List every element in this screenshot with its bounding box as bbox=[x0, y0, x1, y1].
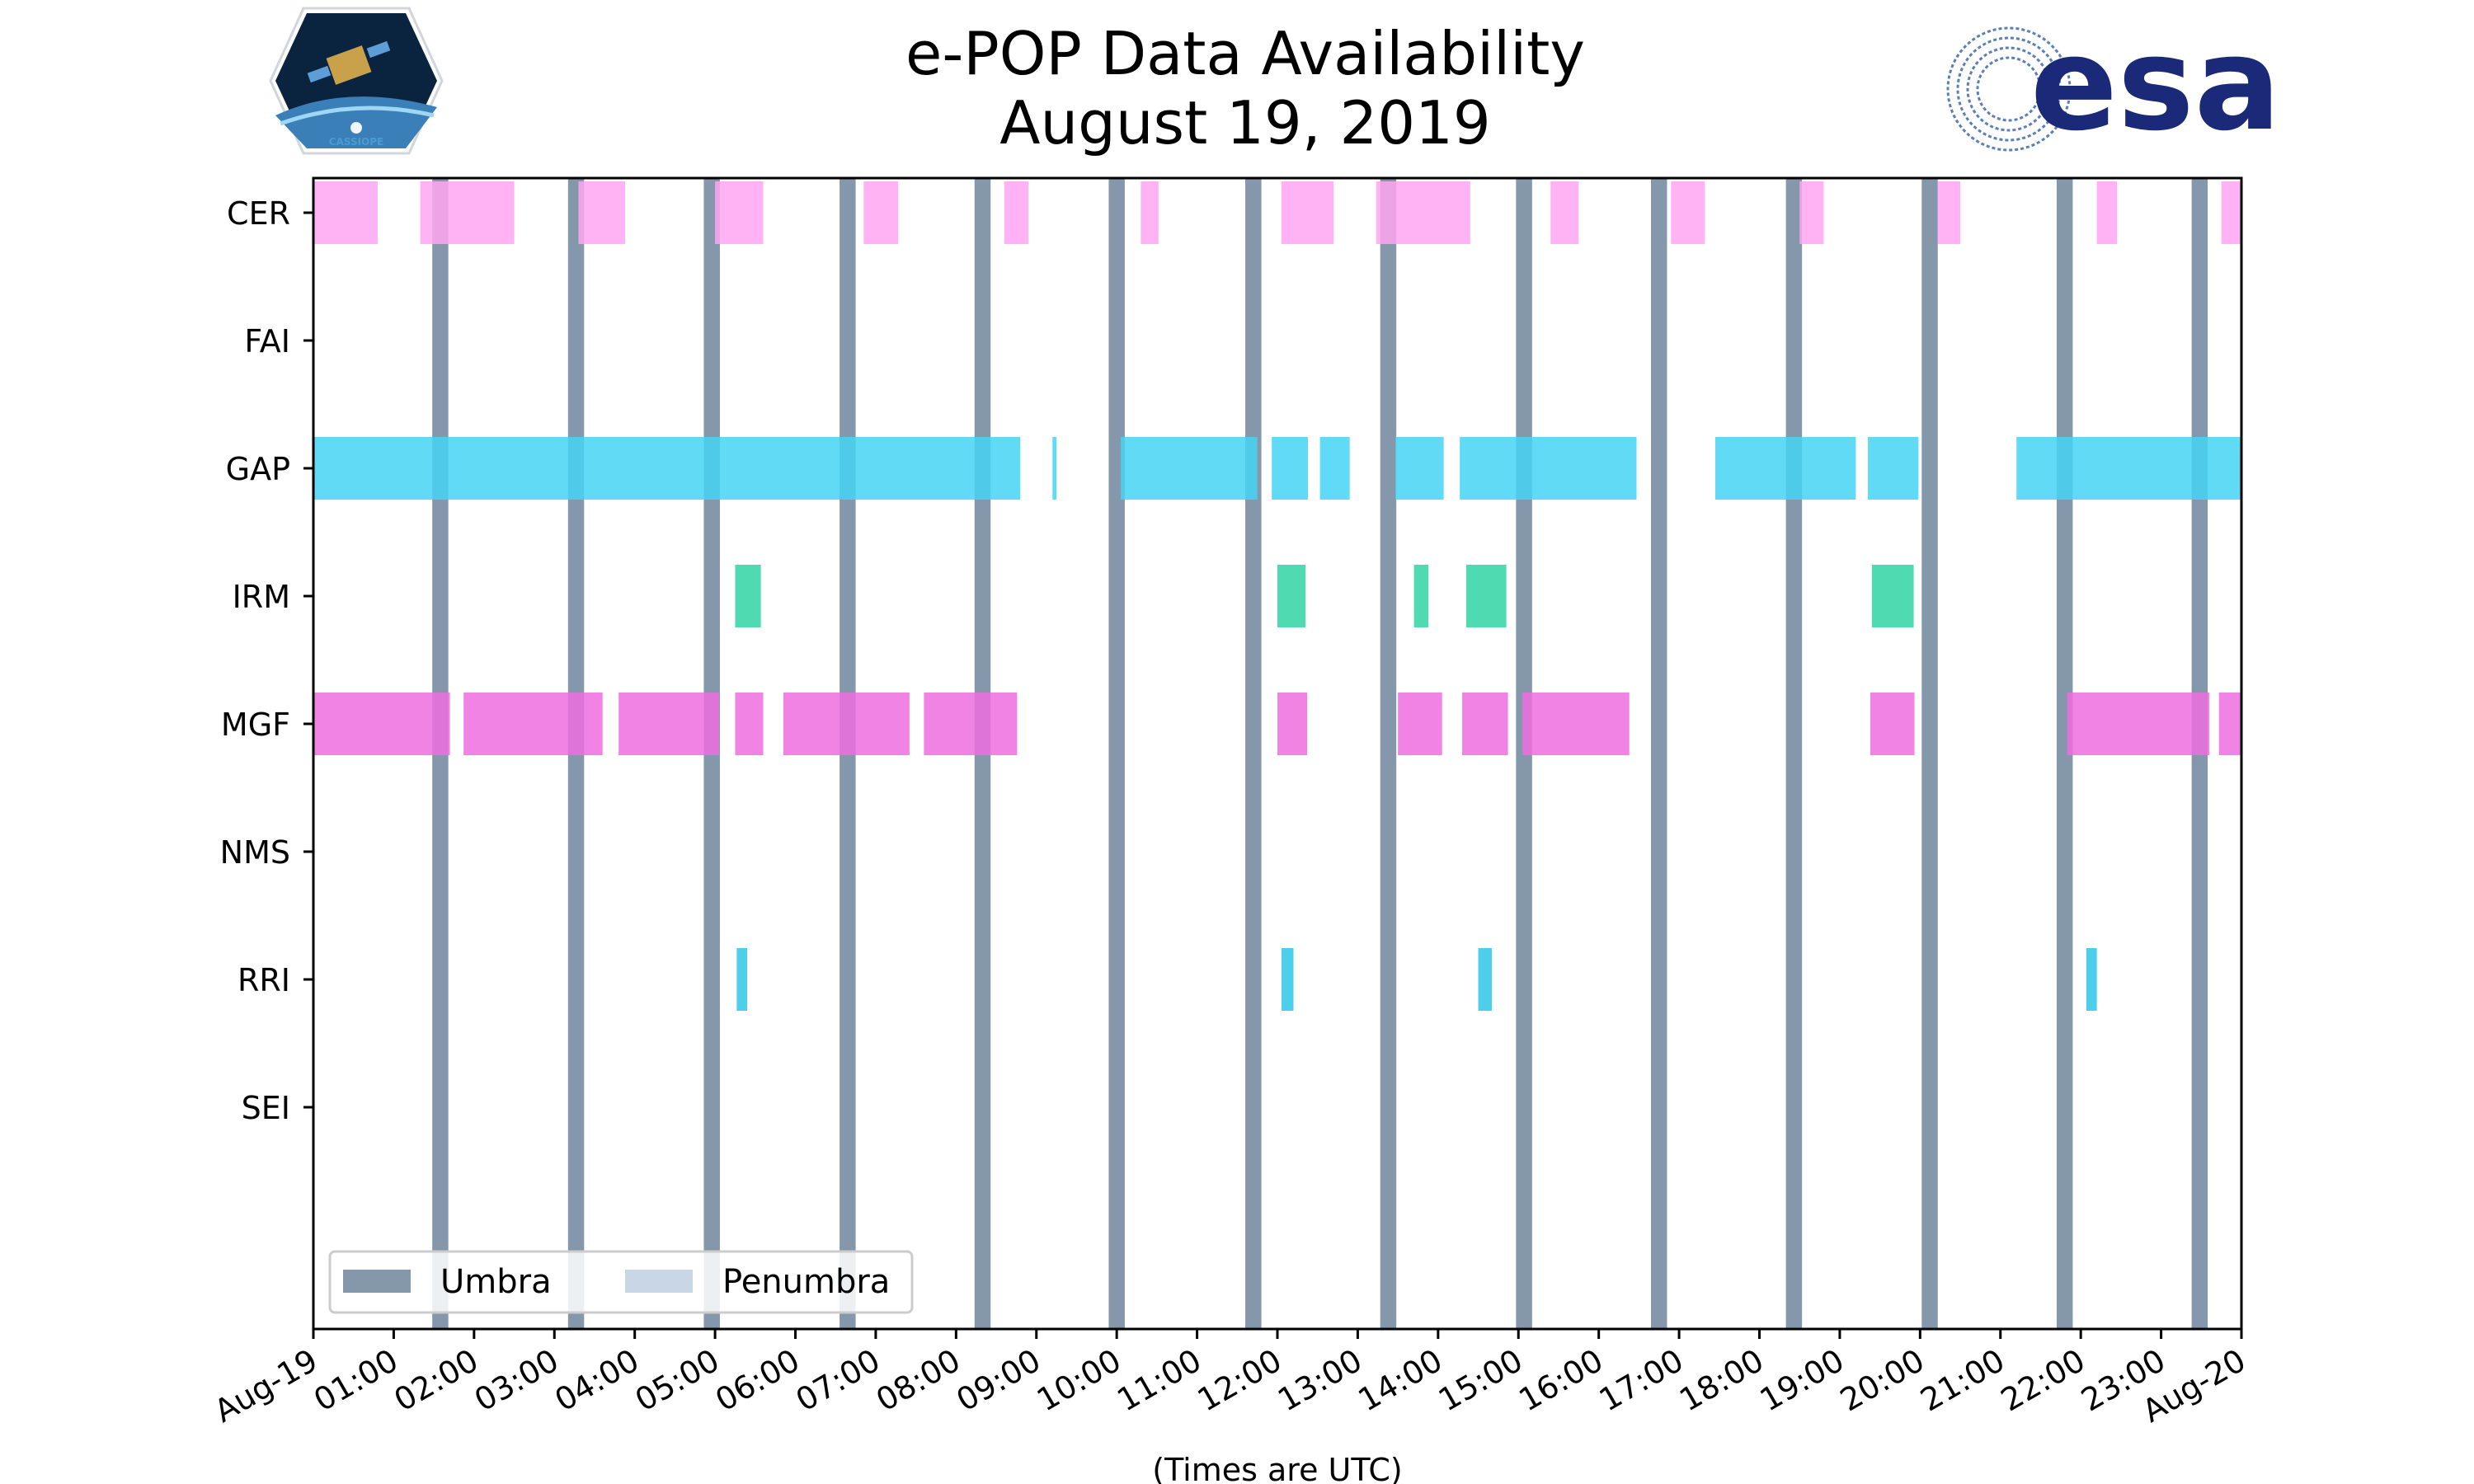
y-tick-label: NMS bbox=[220, 834, 290, 871]
bar-rri bbox=[1478, 948, 1493, 1011]
x-tick-label: 18:00 bbox=[1673, 1342, 1770, 1419]
legend-penumbra-label: Penumbra bbox=[722, 1263, 890, 1301]
x-tick-label: 15:00 bbox=[1432, 1342, 1529, 1419]
legend-umbra-swatch bbox=[343, 1270, 411, 1293]
y-tick-label: IRM bbox=[233, 579, 290, 615]
umbra-band bbox=[1785, 178, 1803, 1329]
x-tick-label: 12:00 bbox=[1192, 1342, 1288, 1419]
legend-penumbra-swatch bbox=[625, 1270, 693, 1293]
umbra-band bbox=[1380, 178, 1397, 1329]
legend-umbra-label: Umbra bbox=[440, 1263, 552, 1301]
bar-mgf bbox=[783, 693, 910, 755]
bar-gap bbox=[1868, 437, 1919, 500]
bar-mgf bbox=[735, 693, 764, 755]
bar-gap bbox=[1319, 437, 1350, 500]
bar-cer bbox=[1937, 181, 1961, 244]
x-tick-label: 14:00 bbox=[1352, 1342, 1448, 1419]
bar-gap bbox=[313, 437, 1021, 500]
bar-cer bbox=[2096, 181, 2118, 244]
bar-irm bbox=[735, 565, 761, 627]
x-tick-label: 09:00 bbox=[950, 1342, 1047, 1419]
bar-cer bbox=[1671, 181, 1705, 244]
x-tick-label: 05:00 bbox=[629, 1342, 726, 1419]
x-tick-label: 17:00 bbox=[1593, 1342, 1690, 1419]
bar-gap bbox=[1272, 437, 1309, 500]
bar-mgf bbox=[313, 693, 450, 755]
x-tick-label: 20:00 bbox=[1834, 1342, 1931, 1419]
x-axis-label: (Times are UTC) bbox=[1152, 1452, 1402, 1484]
bar-mgf bbox=[1462, 693, 1508, 755]
bar-gap bbox=[1460, 437, 1637, 500]
bar-gap bbox=[1395, 437, 1444, 500]
bar-gap bbox=[1052, 437, 1057, 500]
bar-mgf bbox=[2218, 693, 2241, 755]
x-tick-label: 21:00 bbox=[1914, 1342, 2011, 1419]
x-tick-label: Aug-19 bbox=[208, 1342, 323, 1430]
legend-box bbox=[328, 1250, 914, 1314]
x-tick-label: 02:00 bbox=[388, 1342, 484, 1419]
bar-cer bbox=[863, 181, 899, 244]
cassiope-logo: CASSIOPE bbox=[269, 7, 444, 155]
umbra-band bbox=[1921, 178, 1938, 1329]
bar-cer bbox=[1376, 181, 1470, 244]
bar-cer bbox=[1799, 181, 1824, 244]
y-tick-label: RRI bbox=[238, 962, 290, 998]
bar-rri bbox=[2086, 948, 2097, 1011]
bar-cer bbox=[313, 181, 378, 244]
bar-rri bbox=[1281, 948, 1294, 1011]
bar-cer bbox=[1281, 181, 1334, 244]
x-tick-label: 01:00 bbox=[308, 1342, 404, 1419]
x-tick-label: 08:00 bbox=[870, 1342, 967, 1419]
bar-mgf bbox=[1398, 693, 1442, 755]
x-tick-label: 19:00 bbox=[1754, 1342, 1851, 1419]
bar-cer bbox=[420, 181, 515, 244]
x-tick-label: 07:00 bbox=[790, 1342, 887, 1419]
bar-mgf bbox=[2067, 693, 2210, 755]
x-tick-label: 22:00 bbox=[1995, 1342, 2091, 1419]
esa-logo-wordmark: esa bbox=[2030, 9, 2281, 159]
x-tick-label: 11:00 bbox=[1111, 1342, 1207, 1419]
esa-logo: esa bbox=[1946, 9, 2281, 159]
bar-mgf bbox=[1870, 693, 1915, 755]
bar-gap bbox=[1714, 437, 1856, 500]
bar-irm bbox=[1277, 565, 1306, 627]
x-tick-label: 10:00 bbox=[1031, 1342, 1127, 1419]
bar-cer bbox=[578, 181, 625, 244]
umbra-band bbox=[1108, 178, 1125, 1329]
y-tick-label: MGF bbox=[221, 707, 290, 743]
cassiope-logo-label: CASSIOPE bbox=[329, 136, 384, 148]
bar-mgf bbox=[618, 693, 719, 755]
legend: Umbra Penumbra bbox=[328, 1250, 914, 1314]
bar-irm bbox=[1465, 565, 1507, 627]
y-tick-label: GAP bbox=[226, 451, 290, 487]
bar-mgf bbox=[1277, 693, 1308, 755]
umbra-band bbox=[1650, 178, 1667, 1329]
umbra-band bbox=[1245, 178, 1262, 1329]
bar-cer bbox=[1004, 181, 1029, 244]
x-tick-label: 04:00 bbox=[548, 1342, 645, 1419]
bar-gap bbox=[1121, 437, 1258, 500]
bar-irm bbox=[1871, 565, 1914, 627]
x-tick-label: 03:00 bbox=[468, 1342, 565, 1419]
bar-mgf bbox=[463, 693, 603, 755]
y-tick-label: FAI bbox=[244, 323, 290, 359]
bar-cer bbox=[1141, 181, 1159, 244]
chart-title-line2: August 19, 2019 bbox=[999, 88, 1490, 157]
bar-cer bbox=[2221, 181, 2241, 244]
bar-mgf bbox=[924, 693, 1018, 755]
x-tick-label: 16:00 bbox=[1512, 1342, 1609, 1419]
bar-gap bbox=[2016, 437, 2241, 500]
x-tick-label: 06:00 bbox=[709, 1342, 806, 1419]
y-tick-label: SEI bbox=[242, 1090, 290, 1126]
bar-cer bbox=[1550, 181, 1579, 244]
x-tick-label: 13:00 bbox=[1272, 1342, 1368, 1419]
bar-rri bbox=[736, 948, 748, 1011]
chart-title-line1: e-POP Data Availability bbox=[905, 19, 1585, 88]
y-tick-label: CER bbox=[227, 195, 290, 232]
bar-irm bbox=[1413, 565, 1429, 627]
bar-mgf bbox=[1522, 693, 1630, 755]
bar-cer bbox=[715, 181, 764, 244]
